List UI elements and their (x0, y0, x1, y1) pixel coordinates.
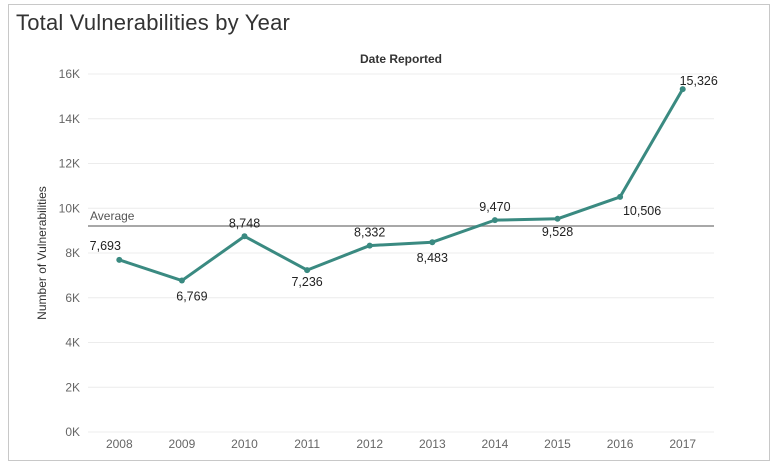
x-tick-label: 2011 (294, 437, 320, 451)
y-axis-title: Number of Vulnerabilities (35, 186, 49, 320)
y-tick-label: 2K (65, 380, 80, 394)
data-point[interactable] (491, 217, 498, 224)
x-tick-label: 2016 (607, 437, 634, 451)
data-label: 7,693 (90, 239, 121, 253)
data-label: 15,326 (680, 74, 718, 88)
data-label: 7,236 (291, 275, 322, 289)
x-axis-ticks: 2008 2009 2010 2011 2012 2013 2014 2015 2016 2017 (106, 437, 696, 451)
x-tick-label: 2017 (669, 437, 696, 451)
data-point[interactable] (304, 267, 311, 274)
series-line (118, 88, 684, 283)
data-label: 8,332 (354, 226, 385, 240)
data-point[interactable] (679, 86, 686, 93)
y-tick-label: 4K (65, 336, 80, 350)
y-tick-label: 0K (65, 425, 80, 439)
y-tick-label: 14K (59, 112, 80, 126)
y-tick-label: 8K (65, 246, 80, 260)
average-label: Average (90, 209, 135, 223)
data-point[interactable] (554, 215, 561, 222)
chart-frame (8, 4, 770, 461)
y-tick-label: 16K (59, 67, 80, 81)
data-label: 10,506 (623, 204, 661, 218)
x-tick-label: 2014 (482, 437, 509, 451)
x-tick-label: 2008 (106, 437, 133, 451)
data-point[interactable] (116, 256, 123, 263)
series (116, 86, 686, 284)
chart-title: Total Vulnerabilities by Year (16, 10, 291, 35)
average-reference-line: Average (88, 209, 714, 227)
data-labels: 7,693 6,769 8,748 7,236 8,332 8,483 9,470 9,528… (90, 74, 718, 303)
data-point[interactable] (241, 233, 248, 240)
data-point[interactable] (178, 277, 185, 284)
x-tick-label: 2012 (356, 437, 383, 451)
y-axis-ticks: 0K 2K 4K 6K 8K 10K 12K 14K 16K (59, 67, 80, 439)
x-tick-label: 2009 (169, 437, 196, 451)
data-point[interactable] (429, 239, 436, 246)
data-point[interactable] (366, 242, 373, 249)
data-label: 9,528 (542, 225, 573, 239)
y-tick-label: 6K (65, 291, 80, 305)
x-tick-label: 2013 (419, 437, 446, 451)
y-tick-label: 12K (59, 157, 80, 171)
data-label: 6,769 (176, 290, 207, 304)
column-header: Date Reported (360, 52, 442, 66)
y-tick-label: 10K (59, 201, 80, 215)
x-tick-label: 2015 (544, 437, 571, 451)
data-label: 8,483 (417, 251, 448, 265)
x-tick-label: 2010 (231, 437, 258, 451)
data-point[interactable] (617, 193, 624, 200)
gridlines (88, 73, 714, 433)
data-label: 9,470 (479, 200, 510, 214)
data-label: 8,748 (229, 216, 260, 230)
